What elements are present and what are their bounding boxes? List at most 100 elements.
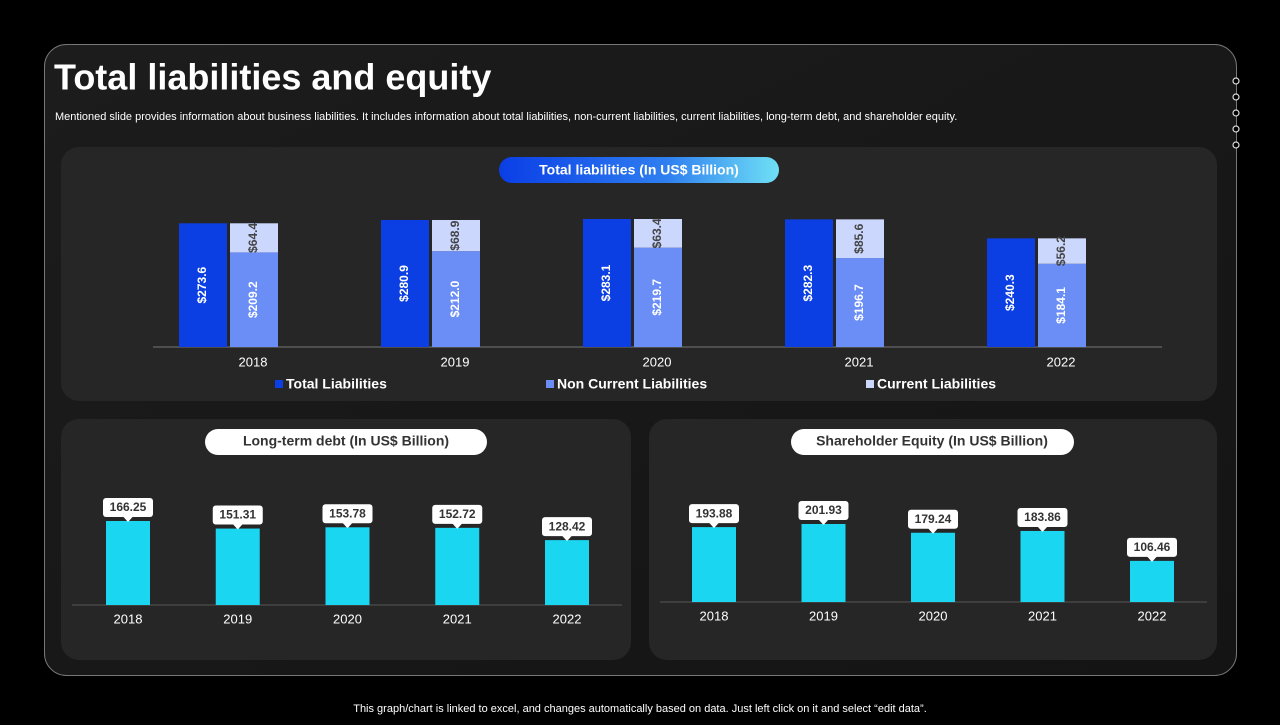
bar (325, 527, 370, 605)
bar (1038, 238, 1086, 264)
data-label: 153.78 (329, 506, 366, 520)
decoration (1232, 77, 1240, 149)
data-label: 201.93 (805, 503, 842, 517)
label-box (689, 504, 739, 524)
bar (179, 223, 227, 347)
bar (836, 258, 884, 347)
data-label: 183.86 (1024, 510, 1061, 524)
title-pill (205, 429, 487, 455)
data-label: $56.2 (1054, 236, 1068, 266)
bar (692, 527, 736, 602)
bar (836, 219, 884, 259)
bar (215, 528, 260, 605)
subtitle: Mentioned slide provides information abo… (55, 111, 957, 123)
label-box (908, 509, 958, 529)
data-label: $184.1 (1054, 287, 1068, 324)
data-label: 151.31 (219, 508, 256, 522)
bar (801, 524, 846, 602)
x-tick-label: 2020 (333, 611, 362, 626)
bar (785, 219, 833, 347)
bar (381, 219, 429, 347)
label-pointer (562, 535, 572, 542)
x-tick-label: 2021 (1028, 608, 1057, 623)
data-label: $280.9 (397, 265, 411, 302)
bar (1038, 263, 1086, 347)
legend-label: Total Liabilities (286, 376, 387, 392)
label-box (798, 501, 849, 520)
bar (432, 219, 480, 252)
bar (435, 527, 480, 605)
chart-title: Total liabilities (In US$ Billion) (539, 162, 739, 178)
bar (545, 540, 589, 605)
title-pill (791, 429, 1074, 455)
legend-swatch (275, 380, 283, 388)
bar (634, 247, 682, 347)
data-label: $212.0 (448, 280, 462, 317)
x-tick-label: 2018 (239, 354, 268, 369)
bar (432, 251, 480, 347)
data-label: 106.46 (1134, 540, 1171, 554)
chart-title: Long-term debt (In US$ Billion) (243, 433, 449, 449)
bar (230, 252, 278, 347)
title-pill (499, 157, 779, 183)
bar (106, 521, 150, 605)
data-label: $219.7 (650, 279, 664, 316)
title: Total liabilities and equity (54, 57, 491, 98)
data-label: $68.9 (448, 220, 462, 250)
x-tick-label: 2022 (1138, 608, 1167, 623)
label-box (1127, 537, 1177, 557)
x-tick-label: 2019 (223, 611, 252, 626)
bar (987, 238, 1035, 347)
x-tick-label: 2018 (700, 608, 729, 623)
legend-label: Current Liabilities (877, 376, 996, 392)
x-tick-label: 2021 (845, 354, 874, 369)
x-tick-label: 2020 (643, 354, 672, 369)
bar (230, 223, 278, 253)
bar (1130, 560, 1174, 602)
label-pointer (452, 523, 463, 529)
data-label: 152.72 (439, 507, 476, 521)
x-tick-label: 2020 (919, 608, 948, 623)
label-box (432, 504, 483, 524)
data-label: $85.6 (852, 223, 866, 253)
bar (634, 219, 682, 248)
legend-swatch (546, 380, 554, 388)
legend-label: Non Current Liabilities (557, 376, 707, 392)
data-label: 179.24 (915, 512, 952, 526)
x-tick-label: 2018 (114, 611, 143, 626)
data-label: $63.4 (650, 218, 664, 248)
data-label: $282.3 (801, 265, 815, 302)
label-box (103, 498, 153, 517)
bar (1020, 530, 1065, 602)
data-label: $64.4 (246, 223, 260, 253)
label-box (212, 505, 263, 525)
data-label: $273.6 (195, 266, 209, 303)
chart-title: Shareholder Equity (In US$ Billion) (816, 433, 1048, 449)
data-label: $209.2 (246, 281, 260, 318)
data-label: $283.1 (599, 264, 613, 301)
label-pointer (342, 522, 353, 529)
data-label: 128.42 (549, 519, 586, 533)
label-pointer (123, 516, 133, 522)
x-tick-label: 2019 (441, 354, 470, 369)
data-label: 193.88 (696, 506, 733, 520)
label-pointer (709, 522, 719, 529)
x-tick-label: 2022 (553, 611, 582, 626)
label-pointer (818, 519, 829, 525)
x-tick-label: 2022 (1047, 354, 1076, 369)
label-pointer (232, 524, 243, 530)
data-label: 166.25 (110, 500, 147, 514)
label-pointer (928, 528, 938, 534)
data-label: $240.3 (1003, 274, 1017, 311)
footer: This graph/chart is linked to excel, and… (353, 703, 927, 715)
label-box (1017, 507, 1068, 527)
bar (583, 219, 631, 347)
label-pointer (1147, 556, 1157, 562)
bar (911, 532, 955, 602)
label-box (542, 517, 592, 537)
x-tick-label: 2021 (443, 611, 472, 626)
data-label: $196.7 (852, 284, 866, 321)
legend-swatch (866, 380, 874, 388)
